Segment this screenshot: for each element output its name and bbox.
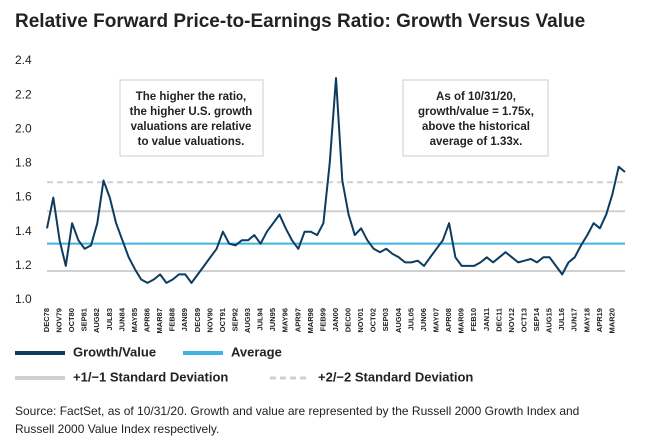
y-tick-label: 1.8 <box>15 156 32 170</box>
chart-title: Relative Forward Price-to-Earnings Ratio… <box>15 11 585 32</box>
x-tick-label: MAR98 <box>306 308 315 333</box>
x-tick-label: JUL05 <box>406 308 415 331</box>
source: Russell 2000 Value Index respectively. <box>15 422 219 436</box>
x-tick-label: MAR09 <box>457 308 466 333</box>
y-tick-label: 1.2 <box>15 258 32 272</box>
x-tick-label: APR19 <box>595 308 604 332</box>
x-tick-label: SEP14 <box>532 307 541 331</box>
y-tick-label: 1.4 <box>15 224 32 238</box>
legend-label: +1/−1 Standard Deviation <box>73 369 228 384</box>
x-tick-label: SEP92 <box>230 308 239 331</box>
x-tick-label: MAY85 <box>130 308 139 332</box>
x-tick-label: APR86 <box>143 308 152 332</box>
x-tick-label: DEC11 <box>494 308 503 332</box>
annotation: growth/value = 1.75x, <box>418 106 534 118</box>
x-tick-label: JUN95 <box>268 308 277 331</box>
x-tick-label: MAR87 <box>155 308 164 333</box>
x-tick-label: MAY07 <box>432 308 441 332</box>
x-tick-label: AUG82 <box>92 308 101 333</box>
x-tick-label: OCT13 <box>519 308 528 332</box>
y-tick-label: 1.0 <box>15 292 32 306</box>
x-tick-label: OCT91 <box>218 308 227 332</box>
series-line <box>46 77 626 284</box>
x-tick-label: JUN17 <box>570 308 579 331</box>
y-tick-label: 2.4 <box>15 53 32 67</box>
x-tick-label: NOV90 <box>205 308 214 333</box>
x-tick-label: JUN84 <box>117 307 126 331</box>
x-tick-label: OCT80 <box>67 308 76 332</box>
x-tick-label: SEP03 <box>381 308 390 331</box>
annotation: above the historical <box>422 121 530 133</box>
annotation: As of 10/31/20, <box>436 91 516 103</box>
x-tick-label: DEC00 <box>344 308 353 332</box>
x-tick-label: AUG15 <box>545 308 554 333</box>
annotation-box <box>119 79 264 157</box>
y-tick-label: 2.0 <box>15 121 32 135</box>
x-tick-label: AUG93 <box>243 308 252 333</box>
x-tick-label: JAN11 <box>482 308 491 331</box>
x-tick-label: JAN89 <box>180 308 189 331</box>
annotation: to value valuations. <box>138 136 245 148</box>
annotation: the higher U.S. growth <box>130 106 253 118</box>
legend-label: +2/−2 Standard Deviation <box>318 369 473 384</box>
x-tick-label: FEB99 <box>318 308 327 331</box>
x-tick-label: NOV79 <box>55 308 64 333</box>
x-tick-label: APR97 <box>293 308 302 332</box>
y-tick-label: 1.6 <box>15 190 32 204</box>
y-tick-label: 2.2 <box>15 87 32 101</box>
x-tick-label: SEP81 <box>80 308 89 331</box>
annotation: average of 1.33x. <box>430 136 523 148</box>
annotation: valuations are relative <box>131 121 252 133</box>
source: Source: FactSet, as of 10/31/20. Growth … <box>15 404 579 418</box>
x-tick-label: JUL83 <box>105 308 114 331</box>
x-tick-label: JAN00 <box>331 308 340 331</box>
x-tick-label: JUL94 <box>256 307 265 330</box>
x-tick-label: DEC78 <box>42 308 51 332</box>
x-tick-label: OCT02 <box>369 308 378 332</box>
x-tick-label: AUG04 <box>394 307 403 333</box>
x-tick-label: NOV01 <box>356 308 365 333</box>
x-tick-label: JUN06 <box>419 308 428 331</box>
x-tick-label: MAR20 <box>607 308 616 333</box>
x-tick-label: NOV12 <box>507 308 516 333</box>
x-tick-label: MAY96 <box>281 308 290 332</box>
x-tick-label: DEC89 <box>193 308 202 332</box>
legend-label: Average <box>231 344 282 359</box>
annotation: The higher the ratio, <box>136 91 247 103</box>
x-tick-label: FEB88 <box>168 308 177 331</box>
legend-label: Growth/Value <box>73 344 156 359</box>
x-tick-label: MAY18 <box>582 308 591 332</box>
annotation-box <box>402 79 549 157</box>
x-tick-label: FEB10 <box>469 308 478 331</box>
x-tick-label: APR08 <box>444 308 453 332</box>
x-tick-label: JUL16 <box>557 308 566 331</box>
